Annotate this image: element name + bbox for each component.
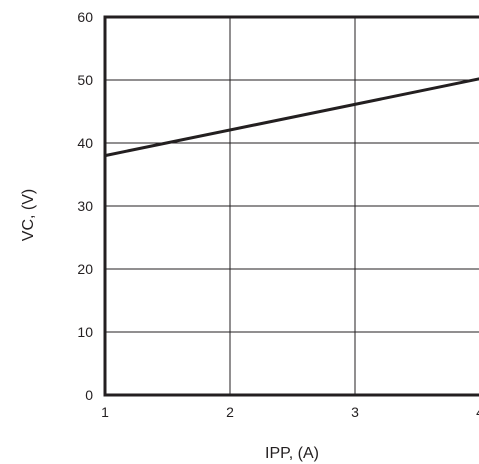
y-tick-label: 60	[77, 9, 93, 25]
x-tick-label: 3	[351, 404, 359, 420]
series-layer	[104, 77, 479, 158]
y-tick-label: 0	[85, 387, 93, 403]
y-tick-label: 40	[77, 135, 93, 151]
x-axis-label: IPP, (A)	[265, 445, 319, 462]
y-tick-label: 30	[77, 198, 93, 214]
y-tick-label: 20	[77, 261, 93, 277]
y-tick-labels: 0 10 20 30 40 50 60	[77, 9, 93, 403]
y-tick-label: 10	[77, 324, 93, 340]
x-tick-label: 1	[101, 404, 109, 420]
plot-frame	[103, 15, 479, 397]
y-tick-label: 50	[77, 72, 93, 88]
x-tick-label: 2	[226, 404, 234, 420]
grid-lines	[105, 17, 479, 395]
series-line	[104, 77, 479, 158]
y-axis-label: VC, (V)	[20, 189, 37, 241]
x-tick-labels: 1 2 3 4	[101, 404, 479, 420]
x-tick-label: 4	[476, 404, 479, 420]
